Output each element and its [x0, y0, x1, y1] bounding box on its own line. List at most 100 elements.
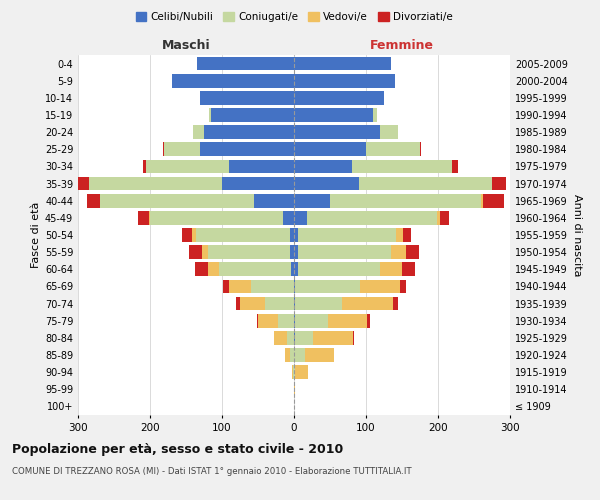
Text: Popolazione per età, sesso e stato civile - 2010: Popolazione per età, sesso e stato civil… — [12, 442, 343, 456]
Bar — [330, 194, 481, 207]
Bar — [305, 348, 334, 362]
Bar — [400, 280, 406, 293]
Bar — [86, 194, 100, 207]
Text: COMUNE DI TREZZANO ROSA (MI) - Dati ISTAT 1° gennaio 2010 - Elaborazione TUTTITA: COMUNE DI TREZZANO ROSA (MI) - Dati ISTA… — [12, 468, 412, 476]
Bar — [150, 211, 283, 224]
Bar — [143, 160, 146, 173]
Bar — [307, 211, 437, 224]
Bar — [298, 228, 395, 242]
Bar — [294, 56, 391, 70]
Bar — [294, 126, 380, 139]
Bar — [146, 160, 229, 173]
Bar — [294, 160, 352, 173]
Bar — [437, 211, 440, 224]
Bar — [163, 142, 164, 156]
Bar — [274, 331, 287, 344]
Bar — [295, 296, 342, 310]
Bar — [298, 246, 391, 259]
Bar — [222, 176, 294, 190]
Bar — [366, 142, 420, 156]
Bar — [236, 296, 240, 310]
Bar — [89, 176, 222, 190]
Bar — [492, 176, 506, 190]
Bar — [294, 366, 295, 379]
Bar — [294, 331, 295, 344]
Bar — [294, 348, 305, 362]
Bar — [172, 74, 294, 88]
Bar — [360, 280, 400, 293]
Bar — [196, 262, 208, 276]
Bar — [193, 228, 196, 242]
Bar — [257, 314, 258, 328]
Bar — [294, 211, 307, 224]
Bar — [395, 228, 403, 242]
Bar — [197, 56, 294, 70]
Bar — [328, 314, 367, 328]
Bar — [240, 296, 265, 310]
Bar — [290, 228, 294, 242]
Bar — [294, 246, 298, 259]
Bar — [293, 366, 294, 379]
Bar — [298, 262, 380, 276]
Bar — [251, 280, 294, 293]
Bar — [200, 142, 294, 156]
Bar — [294, 194, 330, 207]
Bar — [440, 211, 449, 224]
Bar — [295, 331, 313, 344]
Bar — [452, 160, 458, 173]
Bar — [284, 348, 290, 362]
Bar — [367, 314, 370, 328]
Bar — [223, 280, 229, 293]
Bar — [406, 246, 419, 259]
Bar — [380, 262, 402, 276]
Bar — [291, 262, 294, 276]
Bar — [294, 74, 395, 88]
Bar — [392, 296, 398, 310]
Bar — [193, 126, 204, 139]
Bar — [342, 296, 392, 310]
Bar — [482, 194, 504, 207]
Bar — [208, 262, 219, 276]
Bar — [204, 126, 294, 139]
Bar — [164, 142, 200, 156]
Bar — [229, 280, 251, 293]
Bar — [359, 176, 492, 190]
Bar — [294, 228, 298, 242]
Bar — [353, 331, 355, 344]
Bar — [278, 314, 294, 328]
Bar — [352, 160, 452, 173]
Bar — [391, 246, 406, 259]
Bar — [283, 211, 294, 224]
Bar — [313, 331, 353, 344]
Bar — [402, 262, 415, 276]
Bar — [229, 160, 294, 173]
Bar — [295, 314, 328, 328]
Bar — [202, 246, 208, 259]
Text: Maschi: Maschi — [161, 38, 211, 52]
Bar — [294, 108, 373, 122]
Bar — [294, 142, 366, 156]
Bar — [295, 280, 360, 293]
Bar — [420, 142, 421, 156]
Y-axis label: Anni di nascita: Anni di nascita — [572, 194, 582, 276]
Bar — [290, 246, 294, 259]
Bar — [294, 91, 384, 104]
Text: Femmine: Femmine — [370, 38, 434, 52]
Bar — [380, 126, 398, 139]
Bar — [189, 246, 202, 259]
Bar — [78, 176, 89, 190]
Bar — [265, 296, 294, 310]
Bar — [209, 108, 211, 122]
Bar — [254, 194, 294, 207]
Bar — [149, 211, 150, 224]
Bar — [294, 280, 295, 293]
Bar — [295, 366, 308, 379]
Bar — [182, 228, 193, 242]
Bar — [481, 194, 482, 207]
Bar — [100, 194, 254, 207]
Bar — [258, 314, 278, 328]
Bar — [287, 331, 294, 344]
Bar — [219, 262, 291, 276]
Bar — [294, 382, 295, 396]
Bar — [403, 228, 412, 242]
